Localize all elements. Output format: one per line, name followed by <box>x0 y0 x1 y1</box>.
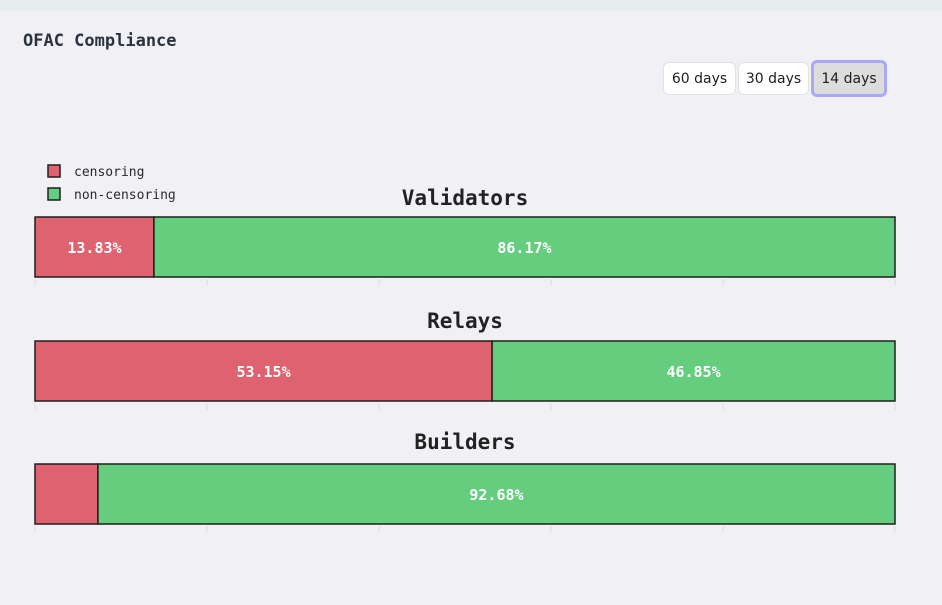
relays-bar-censoring <box>34 340 493 402</box>
builders-chart-title: Builders <box>414 430 515 454</box>
builders-bar-censoring <box>34 463 99 525</box>
validators-bar-censoring <box>34 216 155 278</box>
validators-label-censoring: 13.83% <box>67 239 121 257</box>
validators-bar-non-censoring <box>153 216 896 278</box>
relays-bar-non-censoring <box>491 340 896 402</box>
page-title: OFAC Compliance <box>23 31 177 51</box>
range-60-days-button[interactable]: 60 days <box>663 62 736 95</box>
builders-bar-non-censoring <box>97 463 896 525</box>
relays-chart-title: Relays <box>427 309 503 333</box>
legend-label-non-censoring: non-censoring <box>74 188 176 203</box>
range-selector: 60 days 30 days 14 days <box>663 60 887 97</box>
validators-label-non-censoring: 86.17% <box>497 239 551 257</box>
top-strip <box>0 0 942 11</box>
relays-label-censoring: 53.15% <box>236 363 290 381</box>
builders-label-non-censoring: 92.68% <box>469 486 523 504</box>
range-30-days-button[interactable]: 30 days <box>738 62 809 95</box>
range-14-days-button[interactable]: 14 days <box>811 60 887 97</box>
relays-label-non-censoring: 46.85% <box>666 363 720 381</box>
validators-chart-title: Validators <box>402 186 528 210</box>
legend-swatch-non-censoring <box>47 187 61 201</box>
legend-swatch-censoring <box>47 164 61 178</box>
legend-label-censoring: censoring <box>74 165 144 180</box>
